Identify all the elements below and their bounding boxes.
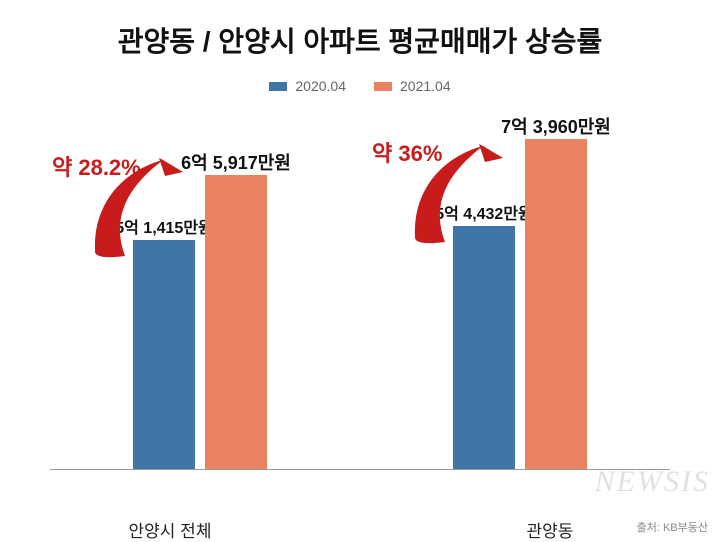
bar-gwanyang-2021: 7억 3,960만원	[525, 139, 587, 469]
chart-area: 5억 1,415만원 6억 5,917만원 약 28.2% 5억 4,432만원…	[50, 100, 670, 470]
legend-item-2021: 2021.04	[374, 78, 451, 94]
legend-swatch-2021	[374, 82, 392, 91]
bars-gwanyang: 5억 4,432만원 7억 3,960만원	[390, 139, 650, 469]
source-text: 출처: KB부동산	[637, 519, 708, 535]
bar-label-anyang-2021: 6억 5,917만원	[181, 149, 291, 175]
legend-label-2020: 2020.04	[295, 78, 346, 94]
pct-label-anyang: 약 28.2%	[52, 150, 141, 182]
bar-label-gwanyang-2021: 7억 3,960만원	[501, 113, 611, 139]
legend-item-2020: 2020.04	[269, 78, 346, 94]
bar-anyang-2020: 5억 1,415만원	[133, 240, 195, 469]
bar-anyang-2021: 6억 5,917만원	[205, 175, 267, 469]
chart-container: 관양동 / 안양시 아파트 평균매매가 상승률 2020.04 2021.04 …	[0, 0, 720, 541]
x-axis-labels: 안양시 전체 관양동	[20, 511, 700, 541]
bar-label-anyang-2020: 5억 1,415만원	[115, 214, 213, 238]
pct-label-gwanyang: 약 36%	[372, 136, 442, 168]
bar-gwanyang-2020: 5억 4,432만원	[453, 226, 515, 469]
x-label-anyang: 안양시 전체	[40, 517, 300, 542]
chart-title: 관양동 / 안양시 아파트 평균매매가 상승률	[30, 20, 690, 60]
watermark: NEWSIS	[595, 465, 710, 499]
bar-label-gwanyang-2020: 5억 4,432만원	[435, 200, 533, 224]
legend: 2020.04 2021.04	[30, 78, 690, 94]
legend-swatch-2020	[269, 82, 287, 91]
chart-title-text: 관양동 / 안양시 아파트 평균매매가 상승률	[118, 26, 603, 57]
bars-anyang: 5억 1,415만원 6억 5,917만원	[70, 175, 330, 469]
legend-label-2021: 2021.04	[400, 78, 451, 94]
